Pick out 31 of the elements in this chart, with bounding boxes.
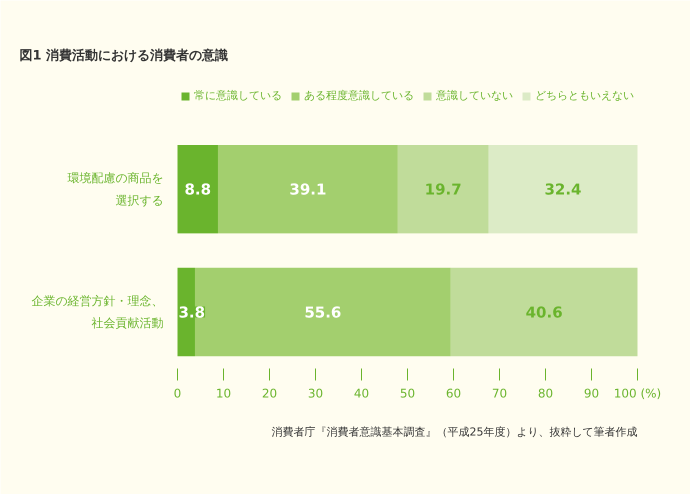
data-label: 40.6 [526, 304, 563, 322]
x-tick-label: 20 [262, 386, 278, 400]
legend-label: ある程度意識している [304, 88, 414, 103]
bar [488, 144, 638, 234]
legend-label: 意識していない [436, 88, 513, 103]
data-label: 39.1 [289, 180, 326, 199]
data-label: 19.7 [424, 180, 462, 199]
bar [450, 268, 638, 356]
x-tick-label: 80 [538, 386, 554, 400]
x-tick-label: 30 [308, 386, 324, 400]
bar [178, 144, 218, 234]
x-tick-label: 90 [584, 386, 600, 400]
x-tick-label: 0 [174, 386, 182, 400]
y-tick-label: 企業の経営方針・理念、社会貢献活動 [32, 294, 164, 330]
y-tick-label: 環境配慮の商品を選択する [68, 171, 164, 208]
x-tick-label: 60 [446, 386, 462, 400]
legend-label: 常に意識している [194, 88, 282, 103]
x-tick-label: 50 [400, 386, 416, 400]
x-tick-label: 100 (%) [614, 386, 662, 400]
data-label: 55.6 [304, 304, 342, 322]
legend-label: どちらともいえない [535, 88, 634, 103]
x-tick-label: 10 [216, 386, 232, 400]
data-label: 3.8 [178, 304, 206, 322]
x-tick-label: 40 [354, 386, 370, 400]
chart-title: 図1 消費活動における消費者の意識 [20, 48, 228, 64]
bar [398, 144, 488, 234]
data-label: 8.8 [184, 180, 212, 199]
x-tick-label: 70 [492, 386, 508, 400]
data-label: 32.4 [544, 180, 582, 199]
bar [218, 144, 398, 234]
text: 消費者庁『消費者意識基本調査』（平成25年度）より、抜粋して筆者作成 [272, 426, 638, 438]
